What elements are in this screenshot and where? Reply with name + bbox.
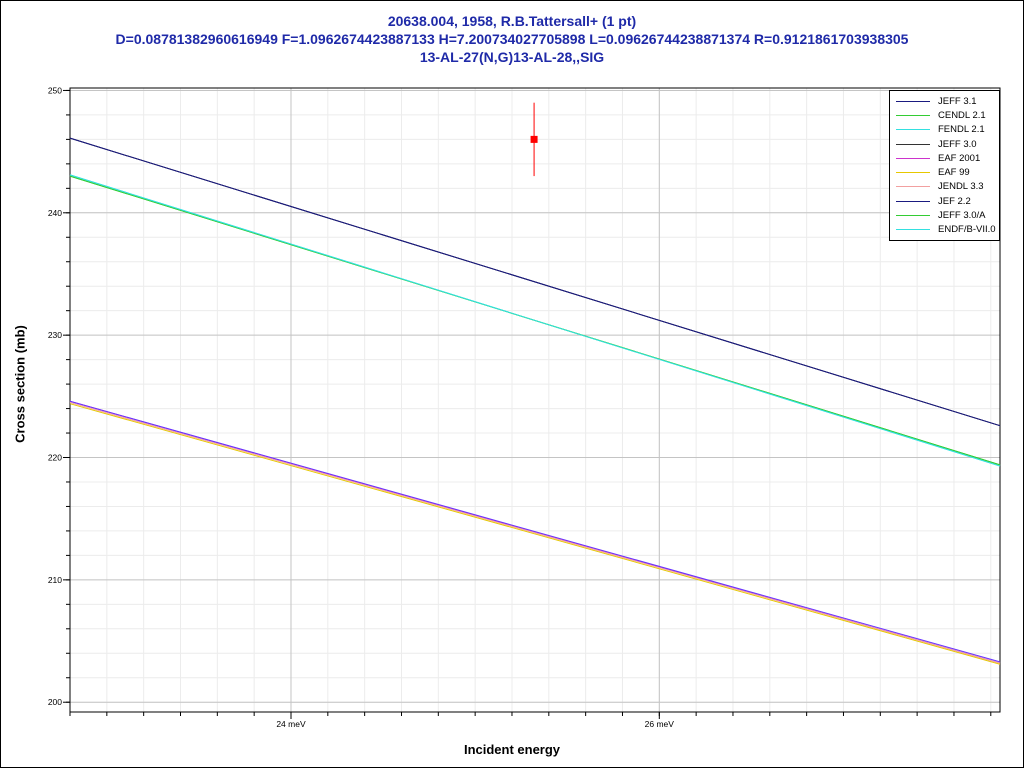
legend-label: JEF 2.2 (938, 195, 971, 207)
data-point (530, 135, 538, 143)
legend: JEFF 3.1 CENDL 2.1 FENDL 2.1 JEFF 3.0 EAF 20… (889, 90, 1000, 241)
legend-swatch (896, 143, 930, 145)
x-tick-label: 26 meV (645, 719, 675, 729)
legend-item: JEFF 3.0 (890, 137, 999, 151)
legend-label: CENDL 2.1 (938, 109, 986, 121)
legend-item: EAF 2001 (890, 151, 999, 165)
legend-label: JEFF 3.1 (938, 95, 977, 107)
series-line-endf-b-vii-0 (69, 174, 1001, 467)
legend-swatch (896, 215, 930, 217)
legend-item: JEFF 3.0/A (890, 208, 999, 222)
legend-label: ENDF/B-VII.0 (938, 224, 996, 236)
y-tick-label: 230 (48, 330, 62, 340)
legend-item: JENDL 3.3 (890, 180, 999, 194)
legend-item: FENDL 2.1 (890, 123, 999, 137)
y-tick-label: 240 (48, 208, 62, 218)
legend-label: EAF 99 (938, 167, 970, 179)
legend-item: EAF 99 (890, 165, 999, 179)
legend-swatch (896, 157, 930, 159)
series-line-jef-2-2 (69, 137, 1001, 427)
chart-title: 20638.004, 1958, R.B.Tattersall+ (1 pt) (387, 13, 637, 29)
series-line-eaf-99 (69, 403, 1001, 665)
legend-item: CENDL 2.1 (890, 108, 999, 122)
y-axis-label: Cross section (mb) (12, 325, 28, 443)
x-axis-label: Incident energy (463, 742, 561, 757)
legend-swatch (896, 129, 930, 131)
series-layer (69, 137, 1001, 665)
y-tick-label: 210 (48, 575, 62, 585)
y-tick-label: 220 (48, 453, 62, 463)
legend-swatch (896, 100, 930, 102)
legend-item: ENDF/B-VII.0 (890, 223, 999, 237)
series-line-jendl-3-3 (69, 401, 1001, 664)
chart-subtitle-reaction: 13-AL-27(N,G)13-AL-28,,SIG (419, 49, 605, 65)
y-tick-label: 250 (48, 85, 62, 95)
y-tick-label: 200 (48, 697, 62, 707)
legend-label: EAF 2001 (938, 152, 981, 164)
legend-swatch (896, 172, 930, 174)
x-tick-label: 24 meV (276, 719, 306, 729)
chart-subtitle-parameters: D=0.08781382960616949 F=1.09626744238871… (115, 31, 909, 47)
grid-layer (69, 88, 1000, 712)
series-line-unlabeled (69, 400, 1001, 663)
plot-area-border (69, 87, 1001, 713)
legend-label: JEFF 3.0 (938, 138, 977, 150)
legend-item: JEF 2.2 (890, 194, 999, 208)
legend-swatch (896, 229, 930, 231)
legend-label: JENDL 3.3 (938, 181, 984, 193)
legend-item: JEFF 3.1 (890, 94, 999, 108)
legend-label: FENDL 2.1 (938, 124, 985, 136)
legend-swatch (896, 186, 930, 188)
points-layer (530, 102, 538, 177)
legend-swatch (896, 200, 930, 202)
ticks-layer: 24 meV 26 meV 200 210 220 230 240 250 (48, 85, 992, 729)
legend-label: JEFF 3.0/A (938, 210, 986, 222)
legend-swatch (896, 114, 930, 116)
chart-titles: 20638.004, 1958, R.B.Tattersall+ (1 pt) … (0, 12, 1024, 66)
